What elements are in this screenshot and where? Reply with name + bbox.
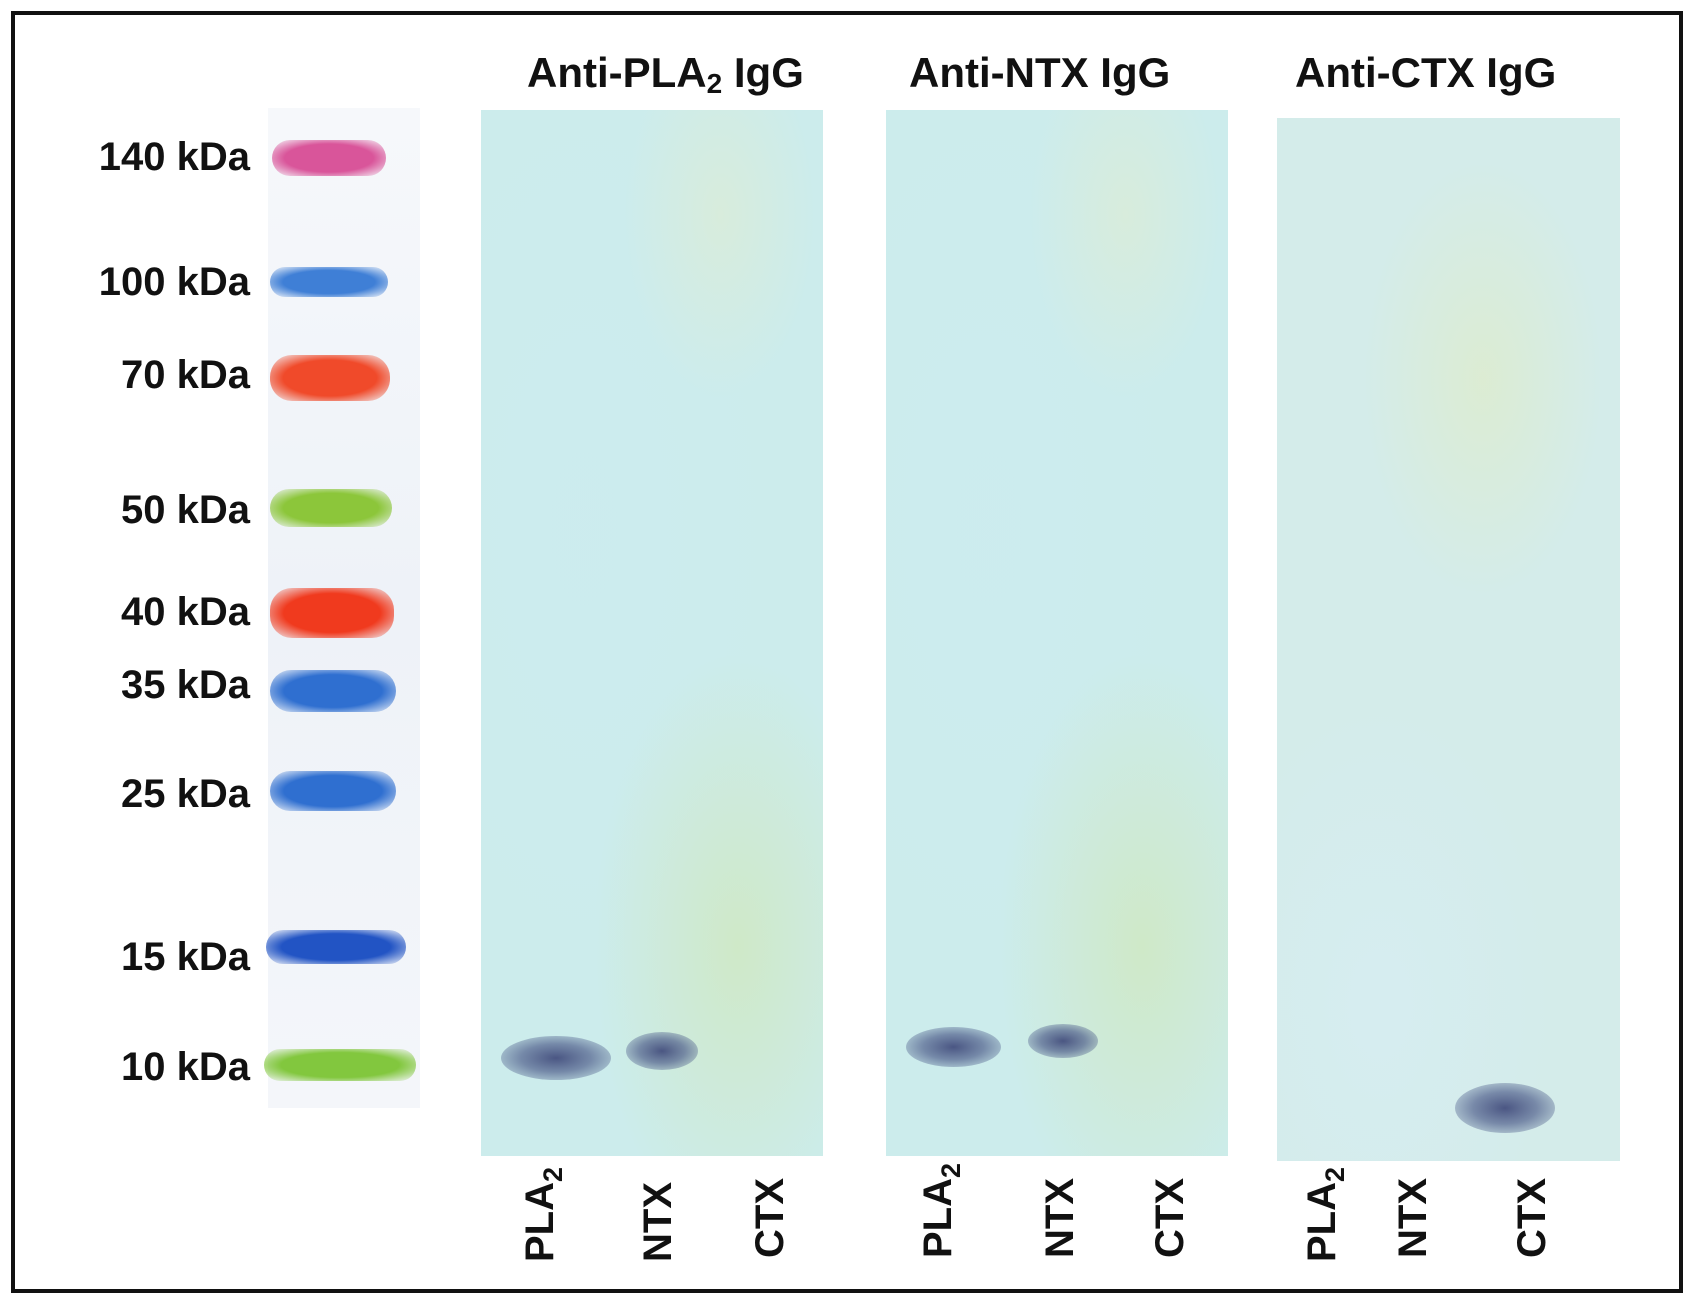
lane-label-ntx: NTX — [636, 1182, 680, 1262]
mw-label-15: 15 kDa — [121, 935, 250, 979]
panel-title-anti-ntx: Anti-NTX IgG — [909, 49, 1171, 96]
panel-title-anti-ctx: Anti-CTX IgG — [1295, 49, 1557, 96]
mw-label-140: 140 kDa — [98, 135, 250, 179]
lane-label-pla2: PLA2 — [916, 1162, 966, 1258]
lane-label-ntx: NTX — [1391, 1178, 1435, 1258]
lane-label-ntx: NTX — [1038, 1178, 1082, 1258]
mw-label-100: 100 kDa — [98, 260, 250, 304]
ladder-band-70 — [270, 355, 390, 401]
ladder-band-35 — [270, 670, 396, 712]
lane-label-ctx: CTX — [748, 1178, 792, 1258]
mw-label-25: 25 kDa — [121, 772, 250, 816]
blot-anti-pla2 — [481, 110, 823, 1156]
panel-title-anti-pla2: Anti-PLA2 IgG — [527, 49, 804, 99]
mw-label-35: 35 kDa — [121, 663, 250, 707]
lane-label-ctx: CTX — [1148, 1178, 1192, 1258]
blot-anti-ntx — [886, 110, 1228, 1156]
band-ctx-lane — [1455, 1083, 1555, 1133]
band-ntx-lane — [1028, 1024, 1098, 1058]
band-ntx-lane — [626, 1032, 698, 1070]
band-pla2-lane — [906, 1027, 1001, 1067]
ladder-band-50 — [270, 489, 392, 527]
mw-label-40: 40 kDa — [121, 590, 250, 634]
mw-label-10: 10 kDa — [121, 1045, 250, 1089]
ladder-band-15 — [266, 930, 406, 964]
ladder-band-25 — [270, 771, 396, 811]
ladder-band-140 — [272, 140, 386, 176]
ladder-band-100 — [270, 267, 388, 297]
band-pla2-lane — [501, 1036, 611, 1080]
lane-label-ctx: CTX — [1510, 1178, 1554, 1258]
lane-label-pla2: PLA2 — [1300, 1166, 1350, 1262]
ladder-band-40 — [270, 588, 394, 638]
mw-label-70: 70 kDa — [121, 353, 250, 397]
blot-anti-ctx — [1277, 118, 1620, 1161]
ladder-band-10 — [264, 1049, 416, 1081]
lane-label-pla2: PLA2 — [518, 1166, 568, 1262]
mw-label-50: 50 kDa — [121, 488, 250, 532]
